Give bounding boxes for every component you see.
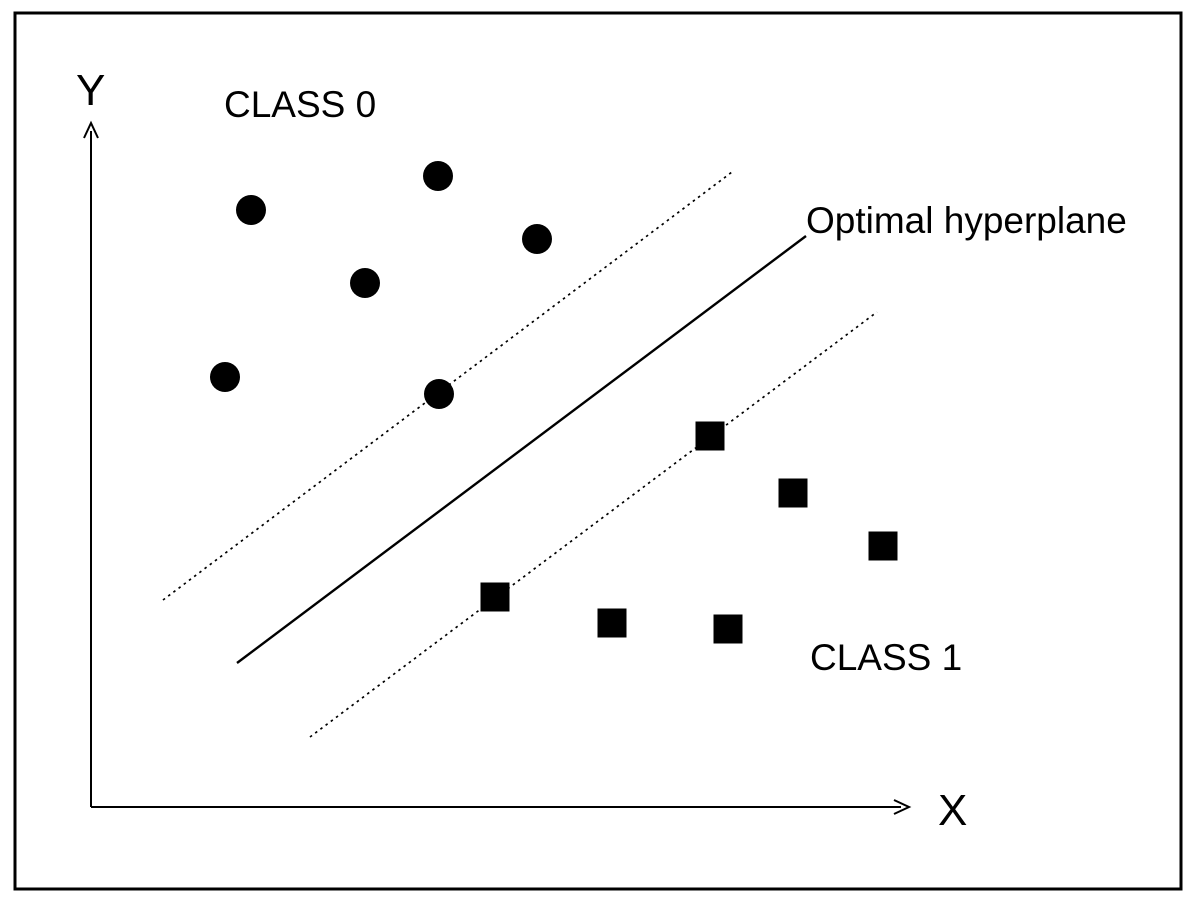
margin-lower-line	[309, 311, 878, 738]
class1-point	[480, 582, 510, 612]
diagram-frame	[13, 11, 1183, 891]
class0-point	[423, 161, 453, 191]
class0-point	[210, 362, 240, 392]
margin-upper-line	[162, 171, 733, 601]
class0-point	[424, 379, 454, 409]
class1-label: CLASS 1	[810, 637, 962, 678]
axes-layer	[83, 120, 912, 815]
y-axis-label: Y	[76, 66, 105, 115]
x-axis-arrowhead-icon	[893, 799, 912, 815]
optimal-hyperplane-line	[236, 235, 807, 664]
class0-point	[522, 224, 552, 254]
data-points-layer	[210, 161, 898, 644]
class0-point	[350, 268, 380, 298]
x-axis-label: X	[938, 786, 967, 835]
class0-label: CLASS 0	[224, 84, 376, 125]
separator-lines-layer	[162, 171, 878, 738]
class1-point	[695, 421, 725, 451]
optimal-hyperplane-label: Optimal hyperplane	[806, 200, 1127, 241]
class1-point	[778, 478, 808, 508]
class1-point	[868, 531, 898, 561]
class0-point	[236, 195, 266, 225]
class1-point	[597, 608, 627, 638]
y-axis-arrowhead-icon	[83, 120, 99, 139]
class1-point	[713, 614, 743, 644]
